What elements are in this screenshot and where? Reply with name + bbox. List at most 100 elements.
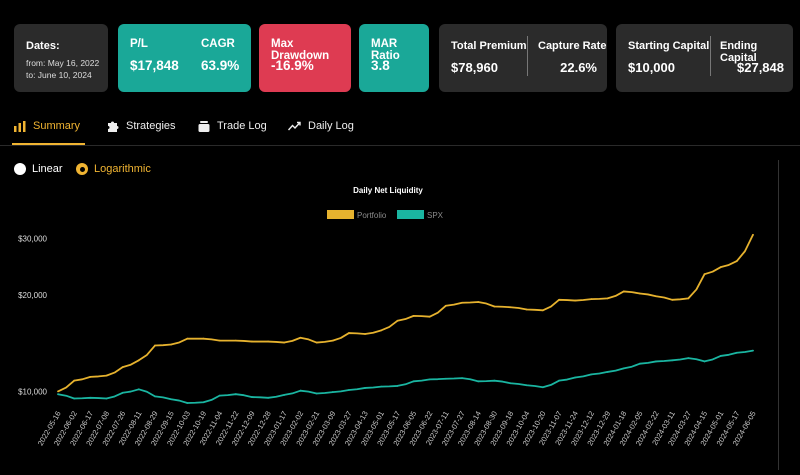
series-line-spx — [57, 349, 754, 404]
linear-radio[interactable] — [14, 163, 26, 175]
tab-daily-log-label: Daily Log — [308, 120, 354, 132]
mar-ratio-card: MAR Ratio 3.8 — [359, 24, 429, 92]
data-point-spx — [170, 398, 173, 401]
x-axis: 2022-05-162022-06-022022-06-172022-07-08… — [36, 410, 758, 448]
panel-edge — [778, 160, 779, 470]
capture-rate-value: 22.6% — [560, 60, 597, 75]
data-point-portfolio — [477, 301, 480, 303]
data-point-spx — [687, 357, 690, 360]
data-point-spx — [202, 401, 205, 404]
ending-capital-value: $27,848 — [737, 60, 784, 75]
data-point-portfolio — [234, 339, 237, 342]
data-point-spx — [477, 380, 480, 383]
data-point-portfolio — [57, 390, 59, 393]
data-point-spx — [671, 359, 674, 362]
dates-card: Dates: from: May 16, 2022 to: June 10, 2… — [14, 24, 108, 92]
chart-legend[interactable]: Portfolio SPX — [327, 210, 444, 220]
data-point-portfolio — [428, 315, 431, 318]
data-point-spx — [461, 377, 463, 380]
data-point-portfolio — [105, 374, 108, 377]
data-point-spx — [638, 362, 641, 365]
logarithmic-radio[interactable] — [76, 163, 88, 175]
data-point-spx — [493, 379, 496, 382]
tab-divider — [0, 145, 800, 146]
data-point-spx — [541, 386, 544, 389]
tab-daily-log[interactable]: Daily Log — [288, 120, 354, 132]
data-point-spx — [655, 360, 657, 363]
data-point-portfolio — [445, 304, 447, 307]
data-point-spx — [509, 382, 512, 385]
dates-from: from: May 16, 2022 — [26, 58, 100, 68]
data-point-portfolio — [525, 308, 528, 311]
data-point-spx — [218, 394, 221, 397]
data-point-portfolio — [218, 339, 221, 342]
data-point-portfolio — [283, 341, 286, 344]
premium-card: Total Premium $78,960 Capture Rate 22.6% — [439, 24, 607, 92]
series-lines — [57, 233, 754, 404]
data-point-spx — [331, 391, 334, 393]
data-point-portfolio — [752, 233, 754, 236]
data-point-spx — [57, 393, 59, 396]
data-point-portfolio — [703, 273, 706, 276]
legend-label-portfolio: Portfolio — [357, 211, 387, 220]
data-point-spx — [590, 373, 593, 376]
bar-chart-icon — [14, 120, 26, 132]
data-point-portfolio — [267, 340, 270, 343]
data-point-portfolio — [73, 379, 76, 382]
tab-strategies-label: Strategies — [126, 120, 176, 132]
data-point-portfolio — [606, 297, 609, 300]
net-liquidity-chart: Daily Net Liquidity Portfolio SPX $10,000… — [18, 186, 758, 448]
tab-trade-log-label: Trade Log — [217, 120, 267, 132]
tab-strategies[interactable]: Strategies — [107, 120, 176, 132]
data-point-portfolio — [137, 359, 140, 362]
data-point-portfolio — [622, 290, 625, 293]
data-point-spx — [186, 402, 189, 404]
data-point-portfolio — [170, 343, 173, 346]
data-point-spx — [735, 351, 738, 354]
data-point-portfolio — [719, 266, 722, 269]
data-point-portfolio — [89, 375, 92, 378]
data-point-spx — [251, 396, 253, 398]
data-point-spx — [267, 396, 270, 399]
data-point-spx — [315, 392, 318, 395]
data-point-portfolio — [412, 314, 415, 317]
y-tick-label: $30,000 — [18, 234, 47, 243]
capture-rate-label: Capture Rate — [538, 40, 607, 52]
data-point-spx — [428, 378, 431, 381]
tab-summary[interactable]: Summary — [14, 120, 80, 132]
tab-summary-label: Summary — [33, 120, 81, 132]
data-point-portfolio — [558, 298, 560, 301]
data-point-spx — [606, 371, 609, 373]
tab-trade-log[interactable]: Trade Log — [198, 120, 267, 132]
starting-capital-label: Starting Capital — [628, 40, 710, 52]
mar-ratio-value: 3.8 — [371, 58, 390, 73]
data-point-portfolio — [687, 297, 690, 300]
data-point-spx — [299, 389, 302, 392]
tab-bar: Summary Strategies Trade Log Daily Log — [0, 120, 800, 142]
data-point-spx — [154, 395, 156, 398]
data-point-portfolio — [541, 309, 544, 312]
premium-divider — [527, 36, 528, 76]
data-point-spx — [89, 396, 92, 399]
data-point-spx — [364, 387, 366, 389]
data-point-spx — [703, 360, 706, 363]
data-point-portfolio — [461, 301, 463, 304]
logarithmic-option[interactable]: Logarithmic — [76, 163, 151, 175]
capital-divider — [710, 36, 711, 76]
linear-option[interactable]: Linear — [14, 163, 63, 175]
data-point-spx — [234, 393, 237, 396]
data-point-portfolio — [574, 299, 577, 302]
legend-swatch-spx — [397, 210, 424, 219]
cagr-value: 63.9% — [201, 58, 240, 73]
data-point-spx — [396, 385, 399, 387]
data-point-spx — [574, 376, 577, 379]
data-point-portfolio — [348, 332, 350, 334]
y-tick-label: $20,000 — [18, 291, 47, 300]
data-point-spx — [137, 388, 140, 391]
active-tab-indicator — [12, 143, 85, 145]
data-point-portfolio — [590, 298, 593, 300]
starting-capital-value: $10,000 — [628, 60, 675, 75]
data-point-spx — [752, 349, 754, 352]
data-point-spx — [558, 379, 560, 382]
data-point-portfolio — [655, 295, 657, 298]
